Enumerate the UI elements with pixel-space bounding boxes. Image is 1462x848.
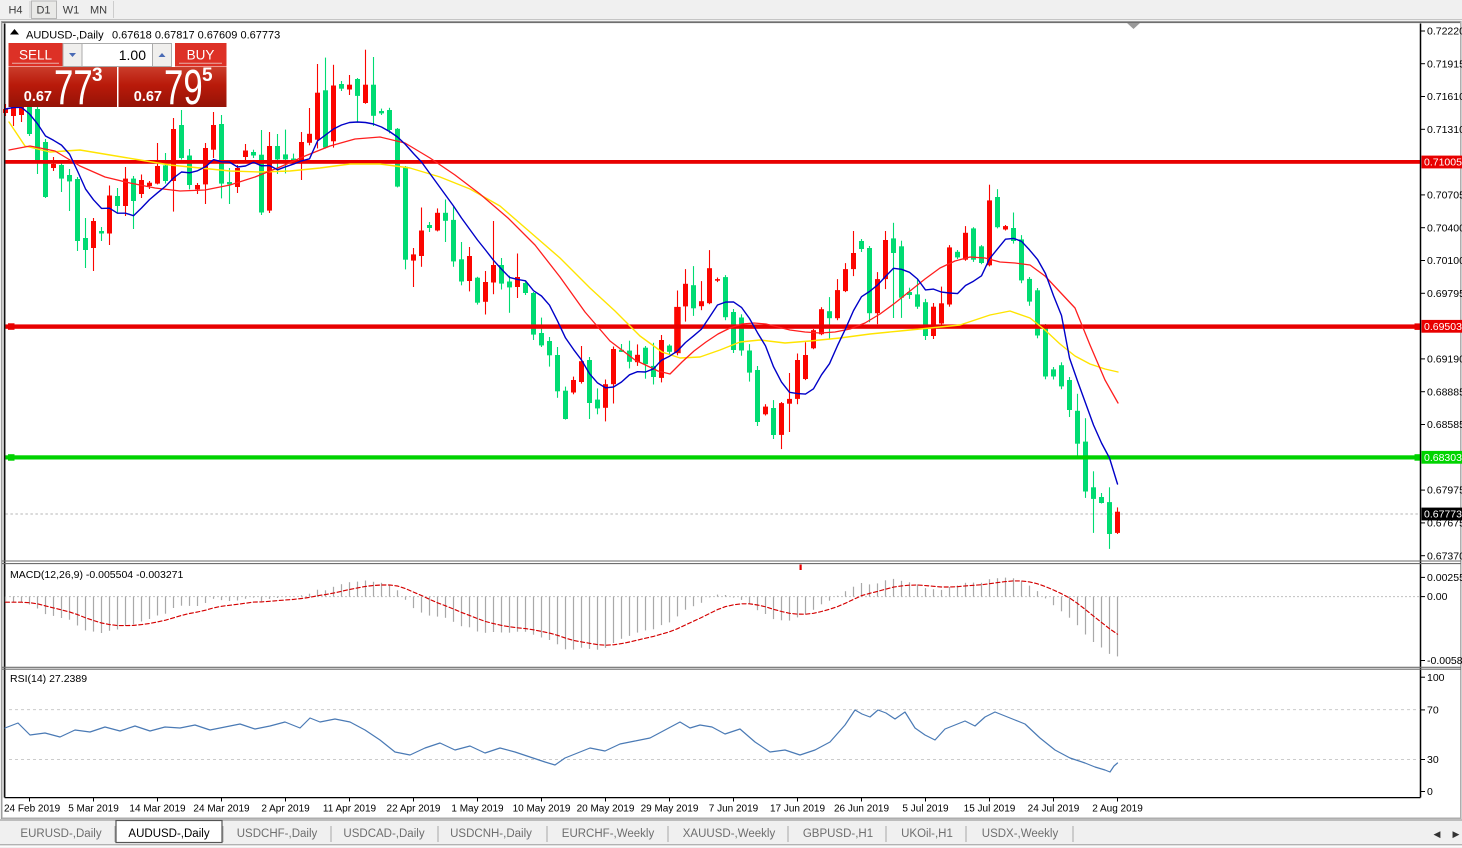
- svg-text:0.70400: 0.70400: [1427, 222, 1462, 234]
- svg-text:0.71610: 0.71610: [1427, 91, 1462, 103]
- svg-text:15 Jul 2019: 15 Jul 2019: [964, 804, 1016, 815]
- svg-text:0.72220: 0.72220: [1427, 26, 1462, 38]
- svg-text:22 Apr 2019: 22 Apr 2019: [387, 804, 441, 815]
- svg-text:D1: D1: [36, 5, 50, 17]
- svg-text:10 May 2019: 10 May 2019: [513, 804, 571, 815]
- svg-text:USDCAD-,Daily: USDCAD-,Daily: [343, 828, 424, 840]
- svg-text:0.00: 0.00: [1427, 591, 1448, 603]
- svg-text:0.68885: 0.68885: [1427, 386, 1462, 398]
- svg-text:AUDUSD-,Daily: AUDUSD-,Daily: [26, 30, 104, 42]
- svg-text:GBPUSD-,H1: GBPUSD-,H1: [803, 828, 873, 840]
- svg-text:0.69795: 0.69795: [1427, 288, 1462, 300]
- svg-text:0.67975: 0.67975: [1427, 485, 1462, 497]
- svg-text:EURCHF-,Weekly: EURCHF-,Weekly: [562, 828, 655, 840]
- svg-text:0.67675: 0.67675: [1427, 518, 1462, 530]
- svg-text:1 May 2019: 1 May 2019: [451, 804, 504, 815]
- svg-text:-0.005888: -0.005888: [1427, 655, 1462, 667]
- svg-text:11 Apr 2019: 11 Apr 2019: [323, 804, 377, 815]
- svg-text:24 Mar 2019: 24 Mar 2019: [193, 804, 250, 815]
- svg-text:24 Feb 2019: 24 Feb 2019: [4, 804, 61, 815]
- svg-text:17 Jun 2019: 17 Jun 2019: [770, 804, 825, 815]
- svg-text:0.71915: 0.71915: [1427, 58, 1462, 70]
- svg-text:77: 77: [54, 61, 93, 115]
- svg-text:5 Mar 2019: 5 Mar 2019: [68, 804, 119, 815]
- svg-text:UKOil-,H1: UKOil-,H1: [901, 828, 953, 840]
- svg-text:AUDUSD-,Daily: AUDUSD-,Daily: [128, 828, 209, 840]
- svg-text:3: 3: [92, 65, 103, 86]
- svg-text:0.67773: 0.67773: [1424, 509, 1462, 521]
- svg-text:79: 79: [164, 61, 203, 115]
- svg-text:0.70100: 0.70100: [1427, 255, 1462, 267]
- svg-text:29 May 2019: 29 May 2019: [641, 804, 699, 815]
- svg-text:70: 70: [1427, 705, 1439, 717]
- svg-text:BUY: BUY: [187, 48, 215, 63]
- svg-text:2 Aug 2019: 2 Aug 2019: [1092, 804, 1143, 815]
- svg-text:◀: ◀: [1434, 829, 1441, 839]
- svg-text:0.68585: 0.68585: [1427, 419, 1462, 431]
- svg-text:W1: W1: [63, 5, 80, 17]
- svg-text:100: 100: [1427, 672, 1445, 684]
- svg-text:0.71310: 0.71310: [1427, 124, 1462, 136]
- svg-text:2 Apr 2019: 2 Apr 2019: [261, 804, 310, 815]
- svg-text:0.67370: 0.67370: [1427, 550, 1462, 562]
- svg-text:USDCHF-,Daily: USDCHF-,Daily: [237, 828, 318, 840]
- svg-text:0.67: 0.67: [24, 89, 52, 105]
- svg-text:MACD(12,26,9) -0.005504 -0.003: MACD(12,26,9) -0.005504 -0.003271: [10, 569, 184, 581]
- svg-text:RSI(14) 27.2389: RSI(14) 27.2389: [10, 673, 87, 685]
- svg-text:0.71005: 0.71005: [1424, 157, 1462, 169]
- svg-text:0.70705: 0.70705: [1427, 190, 1462, 202]
- svg-text:▶: ▶: [1453, 829, 1460, 839]
- svg-text:0.69503: 0.69503: [1424, 321, 1462, 333]
- svg-text:0.67: 0.67: [134, 89, 162, 105]
- svg-text:0.69190: 0.69190: [1427, 354, 1462, 366]
- svg-text:0.67618 0.67817 0.67609 0.6777: 0.67618 0.67817 0.67609 0.67773: [112, 30, 280, 42]
- svg-text:XAUUSD-,Weekly: XAUUSD-,Weekly: [683, 828, 776, 840]
- svg-text:0.68303: 0.68303: [1424, 452, 1462, 464]
- svg-text:20 May 2019: 20 May 2019: [577, 804, 635, 815]
- svg-text:14 Mar 2019: 14 Mar 2019: [129, 804, 186, 815]
- svg-text:USDX-,Weekly: USDX-,Weekly: [982, 828, 1059, 840]
- svg-text:EURUSD-,Daily: EURUSD-,Daily: [20, 828, 101, 840]
- svg-text:USDCNH-,Daily: USDCNH-,Daily: [450, 828, 532, 840]
- svg-text:0: 0: [1427, 786, 1433, 798]
- svg-text:24 Jul 2019: 24 Jul 2019: [1028, 804, 1080, 815]
- svg-text:30: 30: [1427, 754, 1439, 766]
- svg-text:1.00: 1.00: [119, 47, 146, 63]
- svg-text:7 Jun 2019: 7 Jun 2019: [709, 804, 759, 815]
- svg-text:0.002553: 0.002553: [1427, 572, 1462, 584]
- svg-text:MN: MN: [90, 5, 107, 17]
- svg-text:H4: H4: [8, 5, 22, 17]
- svg-text:SELL: SELL: [19, 48, 53, 63]
- svg-text:26 Jun 2019: 26 Jun 2019: [834, 804, 889, 815]
- svg-text:5: 5: [202, 65, 213, 86]
- svg-text:5 Jul 2019: 5 Jul 2019: [902, 804, 949, 815]
